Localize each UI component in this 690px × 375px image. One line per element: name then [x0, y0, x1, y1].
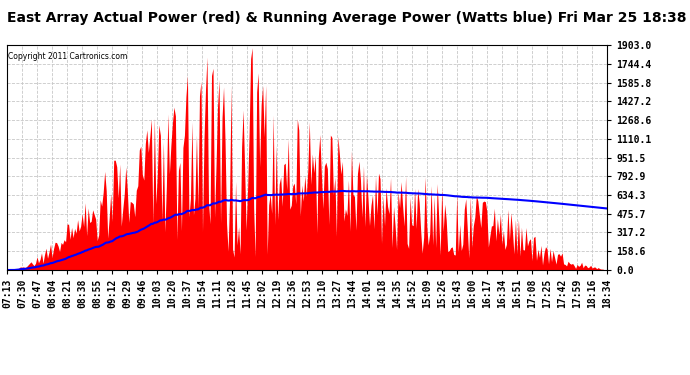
- Text: East Array Actual Power (red) & Running Average Power (Watts blue) Fri Mar 25 18: East Array Actual Power (red) & Running …: [7, 11, 687, 25]
- Text: Copyright 2011 Cartronics.com: Copyright 2011 Cartronics.com: [8, 52, 128, 61]
